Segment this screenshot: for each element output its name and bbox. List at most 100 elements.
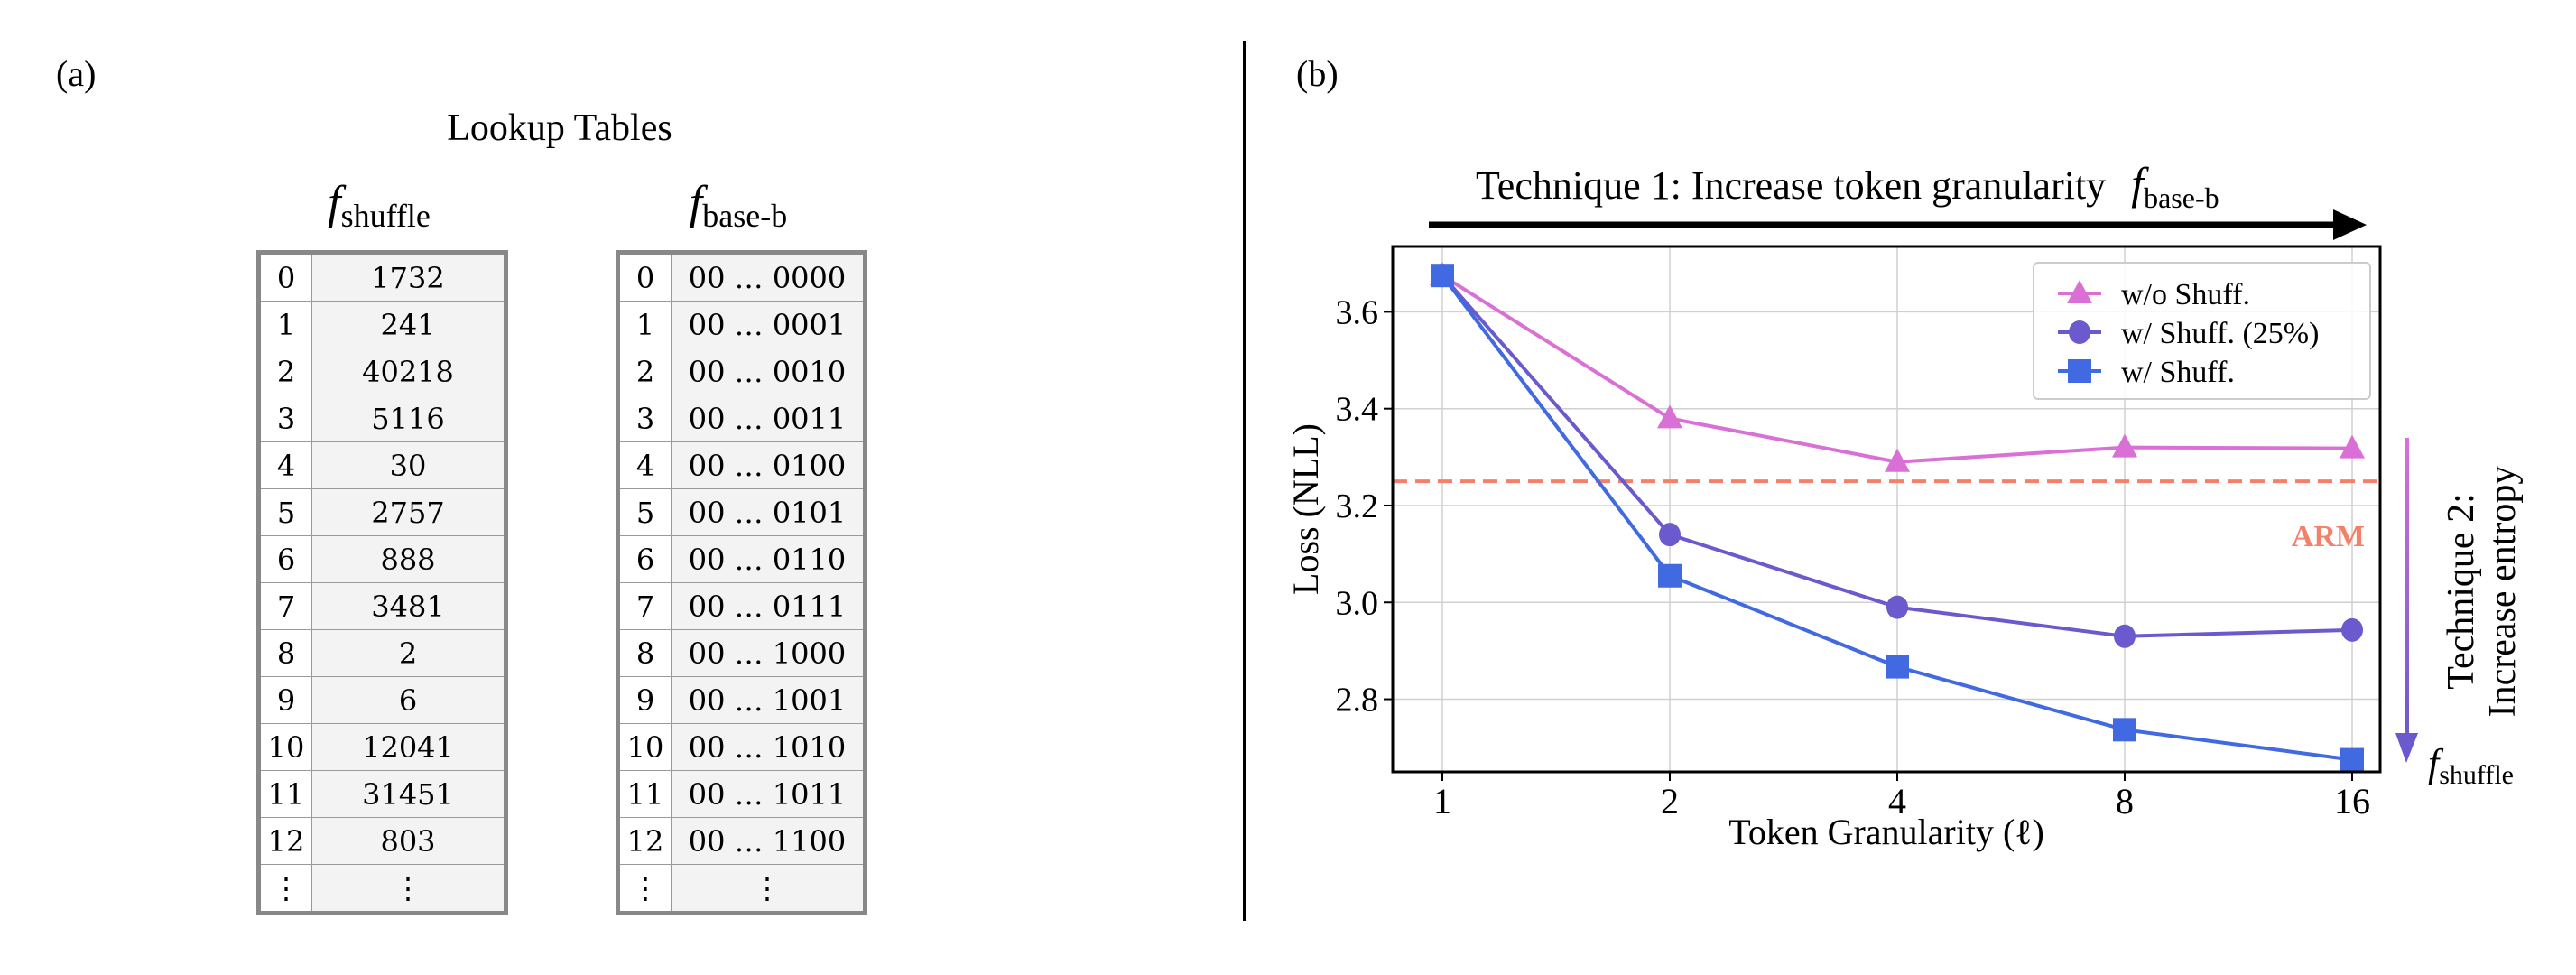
row-value: 30 <box>311 441 506 489</box>
row-index: 4 <box>258 441 312 489</box>
row-value: 00 … 1011 <box>671 770 866 818</box>
table-row: 5 00 … 0101 <box>617 488 866 536</box>
base-f: f <box>689 177 703 228</box>
table-row: 3 5116 <box>258 395 506 442</box>
table-row: 5 2757 <box>258 488 506 536</box>
row-value: 2757 <box>311 488 506 536</box>
data-point <box>2112 433 2137 458</box>
row-value: 1732 <box>311 252 506 302</box>
legend-box <box>2033 262 2371 400</box>
row-value: 00 … 0101 <box>671 488 866 536</box>
table-row: 10 12041 <box>258 723 506 771</box>
data-point <box>1658 563 1682 588</box>
row-value: 00 … 1001 <box>671 676 866 724</box>
row-value: 00 … 0001 <box>671 301 866 348</box>
row-index: 6 <box>617 535 672 583</box>
row-index: 7 <box>617 582 672 630</box>
legend-label: w/ Shuff. <box>2121 356 2235 389</box>
row-index: 2 <box>258 348 312 395</box>
table-row: 4 30 <box>258 441 506 489</box>
data-point <box>2341 618 2363 642</box>
x-tick-label: 1 <box>1433 781 1451 822</box>
table-row: 9 00 … 1001 <box>617 676 866 724</box>
loss-chart: 1 2 4 8 16 2.8 3.0 3.2 3.4 3.6 ARM w/o Shuff. w/ Shu… <box>1285 245 2382 852</box>
row-value: 241 <box>311 301 506 348</box>
shuffle-table-title: fshuffle <box>244 176 514 235</box>
row-index: ⋮ <box>258 864 312 914</box>
row-index: 8 <box>617 629 672 677</box>
row-index: ⋮ <box>617 864 672 914</box>
panel-divider <box>1243 41 1246 921</box>
table-row: 10 00 … 1010 <box>617 723 866 771</box>
table-row: 7 3481 <box>258 582 506 630</box>
row-value: 00 … 0100 <box>671 441 866 489</box>
base-sub: base-b <box>702 198 788 234</box>
x-axis-label: Token Granularity (ℓ) <box>1728 812 2044 852</box>
table-row: 1 00 … 0001 <box>617 301 866 348</box>
shuffle-f: f <box>328 177 341 228</box>
shuffle-sub: shuffle <box>340 198 431 234</box>
table-row: 7 00 … 0111 <box>617 582 866 630</box>
plot-frame <box>1391 245 2382 774</box>
row-index: 3 <box>617 395 672 442</box>
row-value: ⋮ <box>311 864 506 914</box>
row-index: 11 <box>617 770 672 818</box>
row-value: 00 … 0011 <box>671 395 866 442</box>
row-index: 1 <box>617 301 672 348</box>
table-row: 2 00 … 0010 <box>617 348 866 395</box>
table-row: 3 00 … 0011 <box>617 395 866 442</box>
row-index: 12 <box>617 817 672 865</box>
data-point <box>2340 434 2365 459</box>
table-row: 4 00 … 0100 <box>617 441 866 489</box>
y-tick-label: 2.8 <box>1336 682 1379 720</box>
technique1-arrow <box>1429 209 2367 240</box>
table-row: ⋮ ⋮ <box>258 864 506 914</box>
table-row: 1 241 <box>258 301 506 348</box>
data-point <box>1886 595 1908 619</box>
x-tick-label: 2 <box>1661 781 1679 822</box>
table-row: 11 31451 <box>258 770 506 818</box>
row-index: 7 <box>258 582 312 630</box>
table-row: ⋮ ⋮ <box>617 864 866 914</box>
x-tick-label: 4 <box>1888 781 1906 822</box>
table-row: 6 888 <box>258 535 506 583</box>
row-index: 0 <box>258 252 312 302</box>
y-tick-label: 3.2 <box>1336 488 1379 525</box>
y-axis-label: Loss (NLL) <box>1285 423 1326 595</box>
data-point <box>1885 448 1910 472</box>
panel-b-label: (b) <box>1296 53 1339 94</box>
base-table-title: fbase-b <box>603 176 874 235</box>
data-point <box>2340 748 2364 772</box>
legend-label: w/o Shuff. <box>2121 278 2250 311</box>
row-index: 4 <box>617 441 672 489</box>
y-tick-label: 3.4 <box>1336 391 1379 429</box>
row-value: 00 … 0010 <box>671 348 866 395</box>
table-row: 0 00 … 0000 <box>617 252 866 302</box>
technique2-f-label: fshuffle <box>2428 741 2514 790</box>
row-index: 12 <box>258 817 312 865</box>
row-index: 5 <box>258 488 312 536</box>
row-value: 00 … 0111 <box>671 582 866 630</box>
technique1-text: Technique 1: Increase token granularity f… <box>1476 158 2219 214</box>
row-value: 00 … 0000 <box>671 252 866 302</box>
row-index: 11 <box>258 770 312 818</box>
table-row: 12 803 <box>258 817 506 865</box>
legend-marker <box>2067 280 2092 303</box>
data-point <box>2114 624 2136 648</box>
table-row: 8 00 … 1000 <box>617 629 866 677</box>
row-index: 5 <box>617 488 672 536</box>
row-value: 5116 <box>311 395 506 442</box>
row-index: 6 <box>258 535 312 583</box>
row-value: 00 … 1000 <box>671 629 866 677</box>
x-tick-label: 16 <box>2334 781 2370 822</box>
row-value: 40218 <box>311 348 506 395</box>
y-tick-label: 3.0 <box>1336 584 1379 622</box>
data-point <box>1657 404 1682 429</box>
row-index: 2 <box>617 348 672 395</box>
row-value: 2 <box>311 629 506 677</box>
row-value: 12041 <box>311 723 506 771</box>
row-value: 31451 <box>311 770 506 818</box>
legend-marker <box>2069 320 2090 344</box>
technique2-arrow <box>2395 438 2418 763</box>
